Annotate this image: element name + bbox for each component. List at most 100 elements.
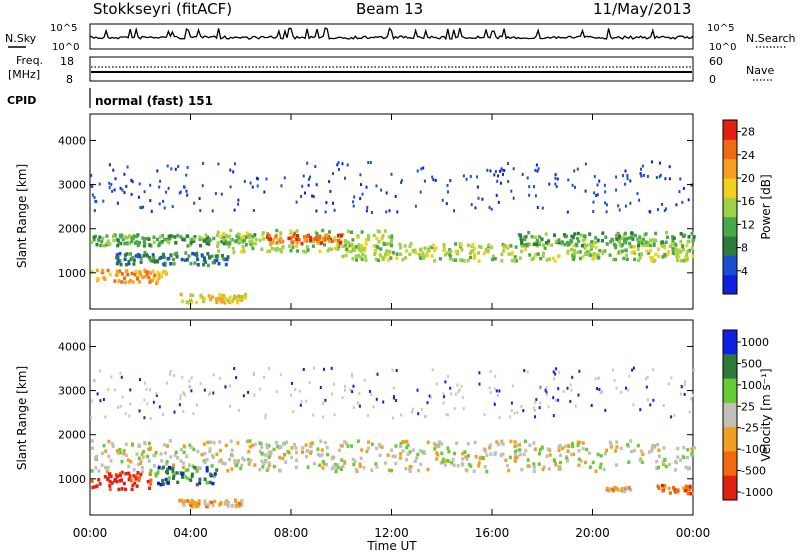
power-scatter-cell (90, 173, 93, 177)
velocity-scatter-cell (158, 405, 161, 409)
power-band-cell (209, 297, 213, 302)
power-band-cell (193, 261, 197, 265)
velocity-band-cell (483, 465, 487, 469)
velocity-band-cell (546, 447, 550, 451)
power-band-cell (315, 235, 318, 240)
power-scatter-cell (130, 178, 133, 182)
power-band-cell (355, 258, 359, 262)
velocity-scatter-cell (562, 390, 565, 393)
power-band-cell (692, 235, 696, 239)
power-band-cell (312, 237, 316, 241)
power-band-cell (572, 248, 576, 253)
velocity-scatter-cell (349, 388, 352, 392)
velocity-scatter-cell (428, 394, 431, 398)
velocity-band-cell (630, 449, 633, 454)
velocity-band-cell (481, 456, 485, 460)
power-scatter-cell (533, 185, 535, 189)
velocity-scatter-cell (294, 387, 297, 391)
velocity-band-cell (129, 460, 133, 464)
power-scatter-cell (681, 200, 684, 204)
power-band-cell (244, 296, 248, 300)
power-scatter-cell (462, 174, 465, 178)
power-band-cell (136, 243, 140, 248)
velocity-band-cell (284, 460, 288, 464)
velocity-scatter-cell (242, 394, 245, 398)
power-band-cell (119, 262, 123, 267)
power-band-cell (507, 252, 511, 256)
power-band-cell (427, 249, 431, 253)
power-band-cell (268, 237, 272, 242)
power-band-cell (172, 262, 176, 266)
velocity-band-cell (213, 472, 217, 476)
velocity-band-cell (159, 452, 163, 456)
velocity-scatter-cell (544, 388, 547, 392)
power-band-cell (251, 242, 255, 246)
power-band-cell (430, 245, 434, 250)
power-band-cell (357, 253, 361, 258)
velocity-band-cell (140, 465, 144, 470)
velocity-band-cell (399, 441, 403, 446)
velocity-band-cell (508, 455, 512, 460)
power-band-cell (100, 239, 104, 244)
power-band-cell (148, 256, 152, 260)
power-scatter-cell (307, 183, 310, 187)
velocity-colorbar-swatch (723, 451, 737, 477)
power-scatter-cell (311, 194, 314, 198)
velocity-band-cell (265, 468, 269, 472)
power-band-cell (217, 297, 221, 301)
velocity-band-cell (641, 452, 645, 456)
power-band-cell (224, 262, 228, 267)
power-scatter-cell (512, 196, 515, 200)
power-band-cell (384, 251, 388, 255)
power-band-cell (637, 240, 641, 245)
power-band-cell (157, 272, 161, 277)
velocity-scatter-cell (189, 385, 192, 388)
power-band-cell (106, 239, 110, 243)
velocity-scatter-cell (370, 392, 373, 396)
power-band-cell (221, 232, 225, 236)
power-scatter-cell (640, 174, 643, 178)
freq-tick-left-top: 18 (60, 55, 74, 68)
power-band-cell (506, 245, 510, 249)
velocity-scatter-cell (117, 406, 120, 409)
power-band-cell (153, 260, 157, 264)
velocity-scatter-cell (107, 388, 110, 392)
velocity-scatter-cell (181, 375, 184, 379)
velocity-band-cell (294, 446, 298, 450)
power-band-cell (296, 249, 300, 253)
velocity-scatter-cell (547, 405, 550, 409)
velocity-band-cell (108, 484, 112, 488)
power-scatter-cell (502, 172, 504, 176)
noise-sky-trace (89, 26, 694, 41)
velocity-scatter-cell (498, 389, 501, 393)
power-scatter-cell (416, 169, 419, 173)
power-band-cell (638, 256, 642, 260)
velocity-band-cell (346, 444, 350, 448)
power-band-cell (337, 239, 341, 243)
power-band-cell (551, 256, 555, 261)
power-band-cell (433, 259, 437, 263)
power-band-cell (583, 246, 587, 250)
power-band-cell (623, 237, 627, 241)
velocity-band-cell (306, 465, 310, 469)
velocity-scatter-cell (152, 400, 155, 404)
velocity-band-cell (267, 444, 271, 448)
velocity-band-cell (689, 492, 693, 496)
power-band-cell (295, 229, 299, 233)
power-scatter-cell (521, 173, 524, 176)
power-scatter-cell (488, 205, 491, 209)
power-ytick-label: 1000 (58, 267, 86, 280)
velocity-band-cell (581, 446, 585, 451)
velocity-band-cell (198, 466, 202, 470)
power-scatter-cell (301, 184, 304, 188)
power-band-cell (525, 242, 529, 247)
power-band-cell (176, 233, 180, 238)
velocity-band-cell (105, 469, 109, 474)
velocity-scatter-cell (426, 401, 429, 405)
velocity-band-cell (440, 442, 444, 446)
velocity-band-cell (188, 463, 191, 467)
velocity-band-cell (447, 449, 451, 454)
power-colorbar-tick-label: 16 (741, 195, 755, 208)
power-band-cell (387, 252, 391, 257)
